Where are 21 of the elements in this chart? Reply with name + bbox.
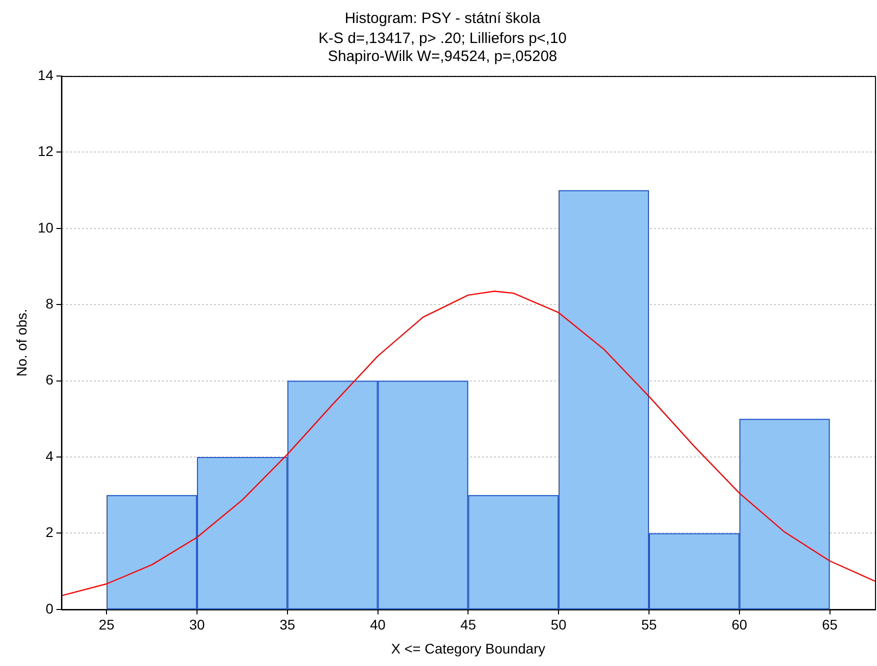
x-tick-label: 45 (460, 616, 476, 633)
x-tick-label: 35 (280, 616, 296, 633)
y-tick-label: 0 (46, 600, 54, 616)
x-axis-title: X <= Category Boundary (391, 640, 546, 656)
y-tick-label: 12 (38, 143, 54, 160)
y-tick-label: 8 (46, 295, 54, 312)
y-tick-label: 10 (38, 219, 54, 236)
y-tick-label: 4 (46, 448, 54, 464)
x-tick-label: 65 (822, 616, 838, 633)
x-tick-label: 55 (641, 616, 657, 633)
y-axis-title: No. of obs. (13, 308, 30, 377)
x-tick-label: 60 (732, 616, 748, 633)
chart-subtitle: K-S d=,13417, p> .20; Lilliefors p<,10 Shapiro-Wilk W=,94524, p=,05208 (318, 30, 567, 66)
x-tick-label: 30 (189, 616, 205, 633)
x-tick-label: 50 (550, 616, 567, 633)
y-tick-label: 2 (46, 524, 54, 540)
y-tick-label: 14 (38, 66, 54, 83)
chart-title: Histogram: PSY - státní škola (344, 10, 541, 28)
y-tick-label: 6 (46, 372, 54, 388)
x-tick-label: 40 (370, 616, 386, 633)
x-tick-label: 25 (98, 616, 115, 633)
